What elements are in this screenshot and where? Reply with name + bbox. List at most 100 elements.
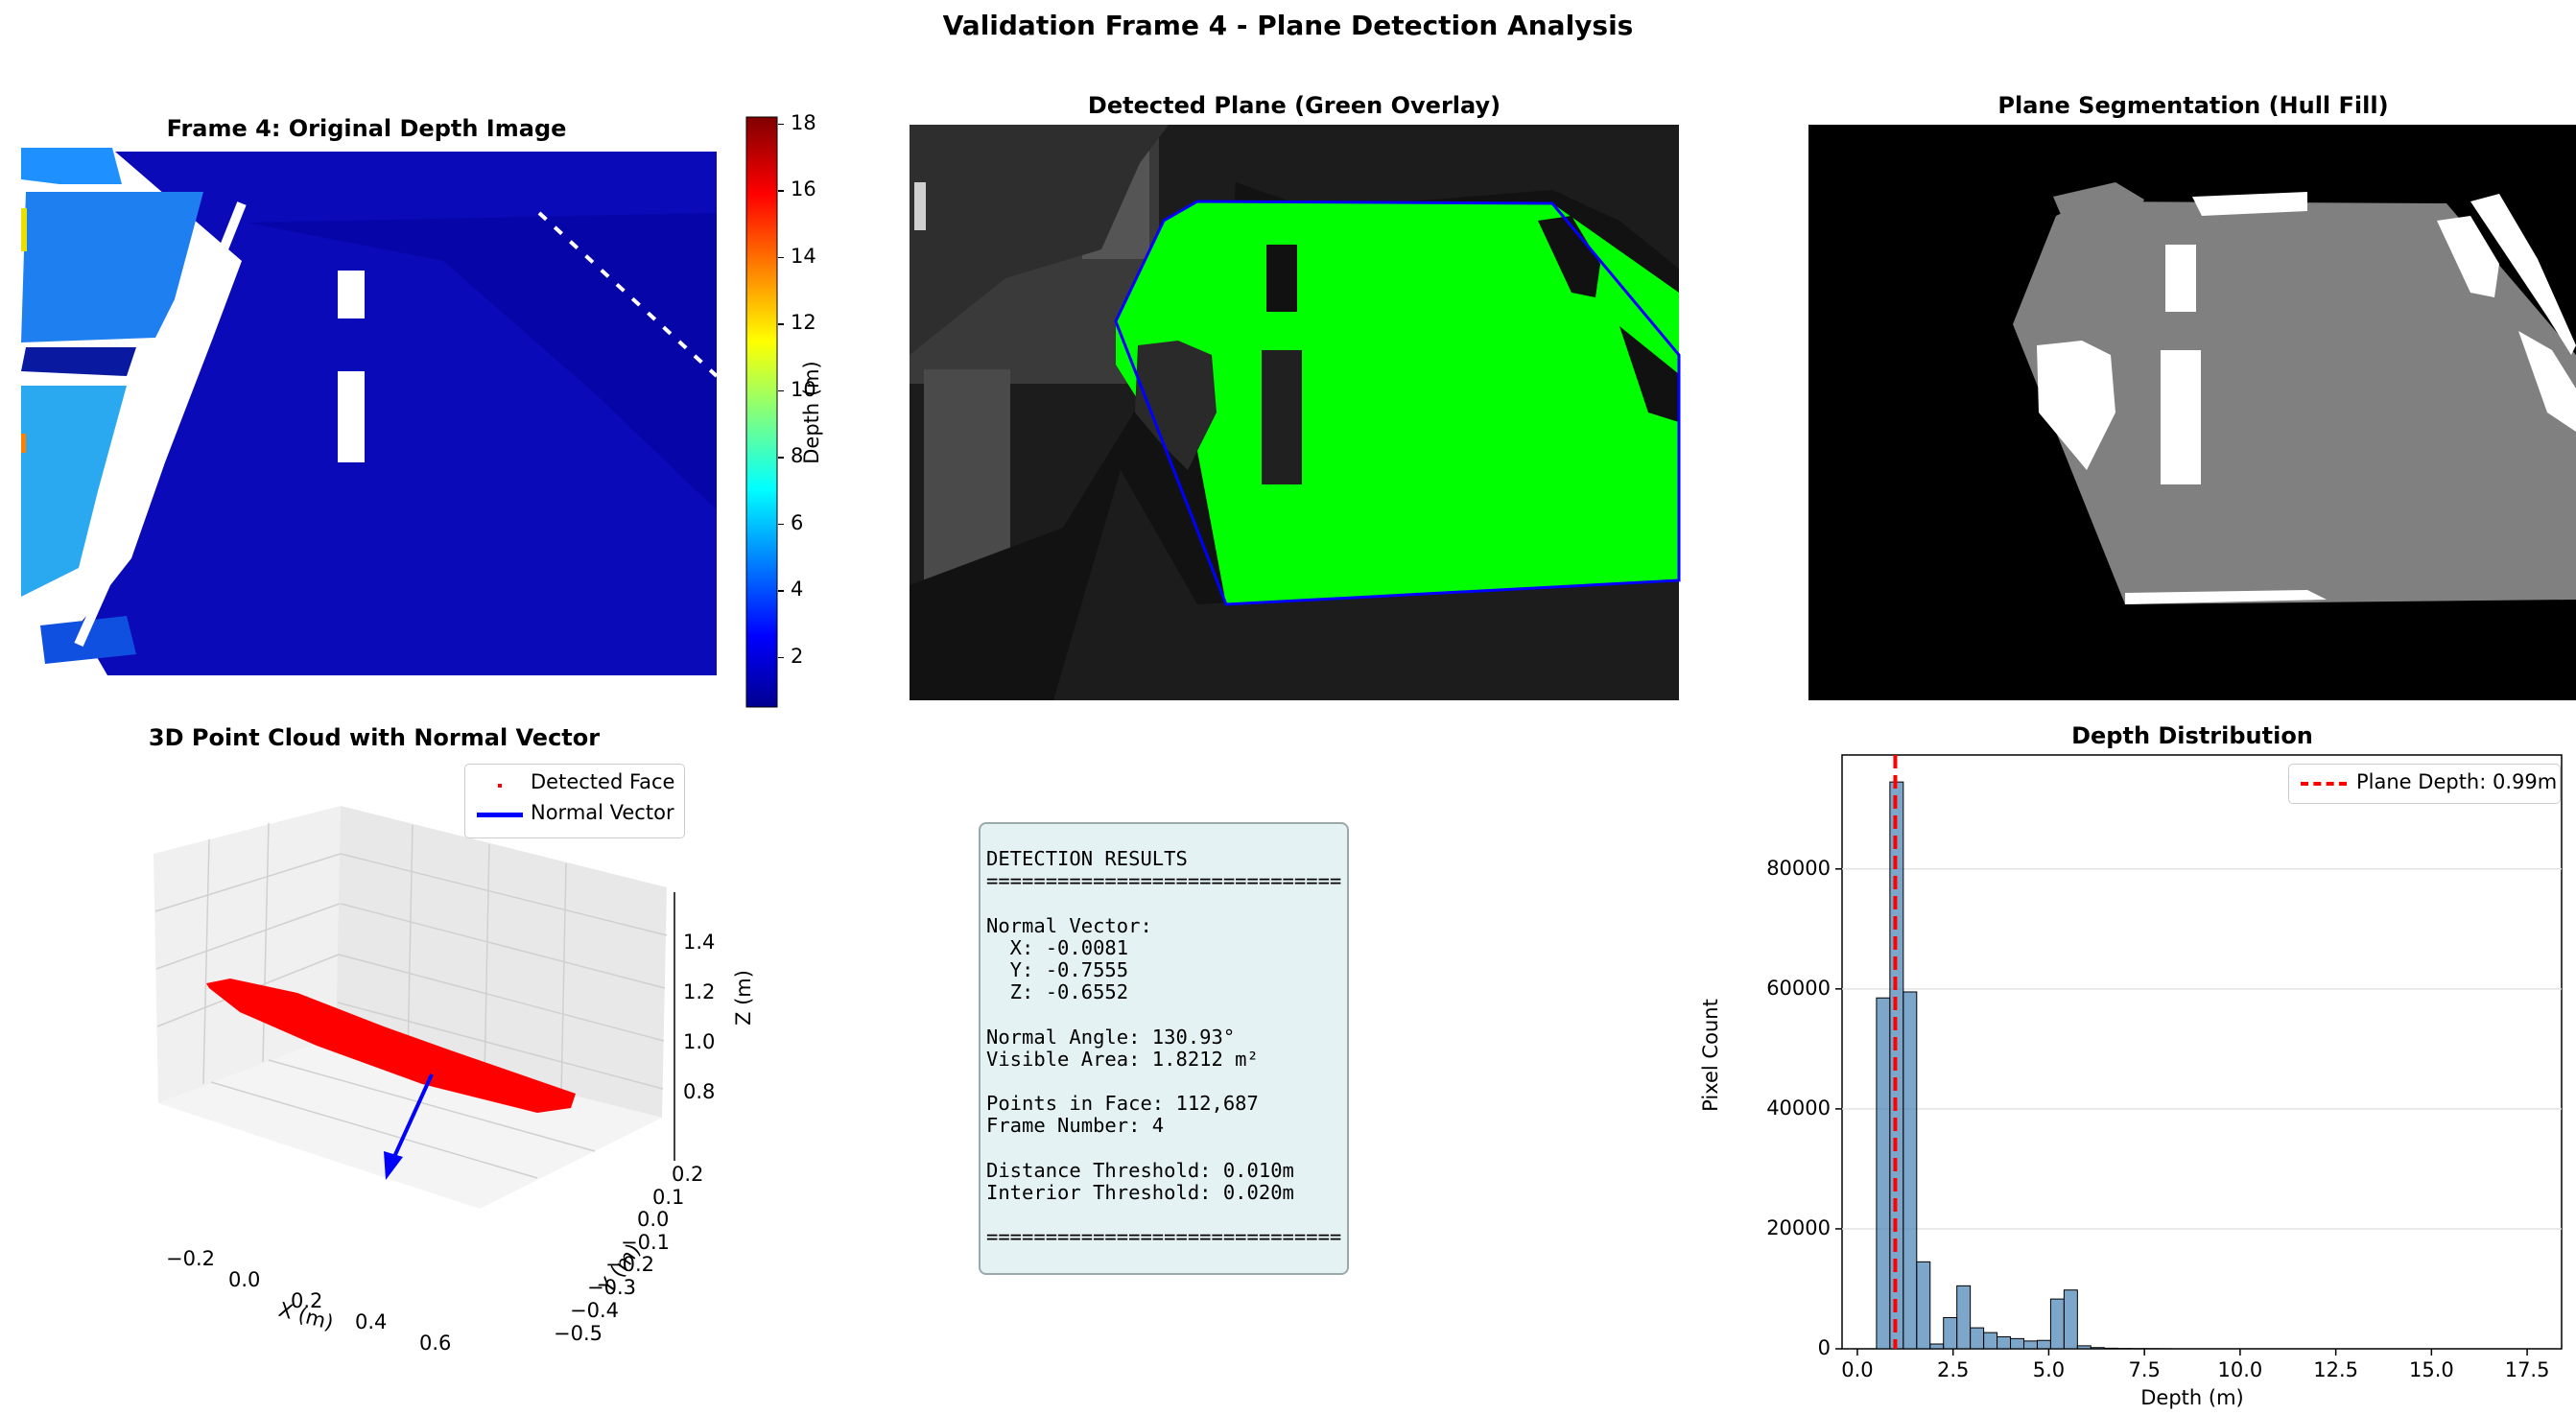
results-line: Points in Face: 112,687 — [986, 1092, 1259, 1116]
results-text: DETECTION RESULTS =======================… — [986, 847, 1342, 1249]
histogram-bar — [2049, 1298, 2065, 1350]
colorbar-label: Depth (m) — [800, 361, 823, 464]
pointcloud-xtick: 0.0 — [228, 1268, 261, 1291]
results-line: X: -0.0081 — [986, 935, 1129, 959]
histogram-bar — [1983, 1332, 1998, 1350]
pointcloud-ytick: 0.2 — [672, 1163, 704, 1186]
histogram-bar — [1970, 1327, 1985, 1350]
histogram-bar — [1929, 1343, 1945, 1350]
results-line: Frame Number: 4 — [986, 1114, 1165, 1138]
histogram-ytick: 20000 — [1766, 1215, 1831, 1239]
histogram-bar — [1997, 1335, 2012, 1350]
histogram-bar — [2022, 1340, 2038, 1350]
results-line: ============================== — [986, 869, 1342, 893]
histogram-bar — [1916, 1261, 1931, 1350]
results-line: Normal Angle: 130.93° — [986, 1025, 1236, 1049]
colorbar-tick-mark — [778, 256, 784, 259]
normal-legend-line — [477, 813, 523, 817]
colorbar-tick-mark — [778, 523, 784, 526]
histogram-bar — [2036, 1339, 2051, 1350]
colorbar-tick-mark — [778, 323, 784, 325]
normal-legend-label: Normal Vector — [531, 801, 674, 824]
pointcloud-legend: Detected Face Normal Vector — [464, 764, 685, 838]
colorbar-tick-mark — [778, 656, 784, 659]
results-box — [979, 822, 1349, 1275]
histogram-xtick: 15.0 — [2408, 1358, 2454, 1381]
face-legend-marker — [498, 784, 502, 788]
results-line: DETECTION RESULTS — [986, 847, 1188, 870]
plane-depth-legend-line — [2301, 782, 2347, 786]
histogram-bar — [1876, 997, 1891, 1350]
pointcloud-xtick: 0.4 — [355, 1310, 388, 1333]
pointcloud-xtick: 0.6 — [419, 1332, 452, 1355]
histogram-xtick: 12.5 — [2313, 1358, 2359, 1381]
histogram-ytick: 80000 — [1766, 856, 1831, 880]
pointcloud-ytick: −0.1 — [621, 1231, 670, 1254]
results-line: Visible Area: 1.8212 m² — [986, 1047, 1259, 1071]
histogram-legend: Plane Depth: 0.99m — [2288, 764, 2561, 804]
pointcloud-ytick: −0.4 — [570, 1299, 619, 1322]
colorbar-tick-mark — [778, 457, 784, 459]
pointcloud-plot — [154, 806, 675, 1209]
histogram-ytick: 0 — [1817, 1336, 1831, 1359]
pointcloud-ytick: −0.2 — [605, 1253, 654, 1276]
pointcloud-xtick: 0.2 — [291, 1289, 323, 1312]
colorbar-tick-mark — [778, 389, 784, 392]
colorbar-tick: 14 — [791, 244, 816, 268]
results-line: Distance Threshold: 0.010m — [986, 1158, 1294, 1182]
results-line — [986, 1137, 1341, 1159]
histogram-ytick: 60000 — [1766, 976, 1831, 1000]
histogram-bar — [2063, 1289, 2078, 1350]
colorbar-tick-mark — [778, 590, 784, 592]
results-line: Z: -0.6552 — [986, 980, 1129, 1004]
results-line — [986, 1071, 1341, 1093]
histogram-frame — [1841, 754, 2563, 1350]
segmentation-image — [1808, 125, 2576, 700]
depth-image-title: Frame 4: Original Depth Image — [166, 115, 567, 142]
histogram-bar — [1943, 1316, 1958, 1350]
pointcloud-title: 3D Point Cloud with Normal Vector — [148, 724, 601, 751]
plane-depth-legend-label: Plane Depth: 0.99m — [2356, 770, 2558, 793]
pointcloud-ytick: 0.0 — [637, 1208, 670, 1231]
pointcloud-ytick: −0.5 — [554, 1322, 603, 1345]
pointcloud-ztick: 1.4 — [683, 931, 716, 954]
histogram-title: Depth Distribution — [2071, 722, 2313, 749]
colorbar-tick-mark — [778, 123, 784, 126]
results-line — [986, 1003, 1341, 1026]
pointcloud-ytick: 0.1 — [652, 1186, 685, 1209]
pointcloud-ztick: 0.8 — [683, 1080, 716, 1103]
colorbar-tick: 8 — [791, 444, 804, 468]
results-line: Interior Threshold: 0.020m — [986, 1180, 1294, 1204]
colorbar-tick: 10 — [791, 377, 816, 401]
histogram-bar — [2010, 1337, 2024, 1350]
pointcloud-xtick: −0.2 — [166, 1247, 215, 1270]
colorbar-tick: 6 — [791, 510, 804, 534]
histogram-xtick: 17.5 — [2504, 1358, 2550, 1381]
results-line: Y: -0.7555 — [986, 957, 1129, 981]
colorbar-tick: 18 — [791, 110, 816, 134]
histogram-bar — [2090, 1347, 2105, 1350]
depth-histogram — [1835, 754, 2563, 1356]
colorbar-tick: 2 — [791, 644, 804, 668]
colorbar-tick: 16 — [791, 177, 816, 201]
histogram-bar — [1902, 991, 1918, 1350]
pointcloud-ytick: −0.3 — [587, 1276, 636, 1299]
pointcloud-ztick: 1.0 — [683, 1030, 716, 1053]
results-line — [986, 1204, 1341, 1226]
figure-title: Validation Frame 4 - Plane Detection Ana… — [942, 10, 1634, 41]
histogram-ylabel: Pixel Count — [1699, 999, 1722, 1112]
histogram-xtick: 10.0 — [2217, 1358, 2263, 1381]
histogram-xtick: 0.0 — [1841, 1358, 1874, 1381]
results-line: Normal Vector: — [986, 913, 1152, 937]
overlay-title: Detected Plane (Green Overlay) — [1087, 92, 1501, 119]
pointcloud-ztick: 1.2 — [683, 980, 716, 1003]
pointcloud-zlabel: Z (m) — [732, 970, 755, 1026]
results-line: ============================== — [986, 1225, 1342, 1249]
histogram-bar — [2103, 1347, 2118, 1350]
histogram-ytick: 40000 — [1766, 1096, 1831, 1120]
face-legend-label: Detected Face — [531, 770, 675, 793]
histogram-xtick: 7.5 — [2128, 1358, 2161, 1381]
depth-colorbar — [745, 116, 778, 708]
histogram-bar — [1956, 1285, 1972, 1350]
depth-image — [21, 146, 719, 675]
